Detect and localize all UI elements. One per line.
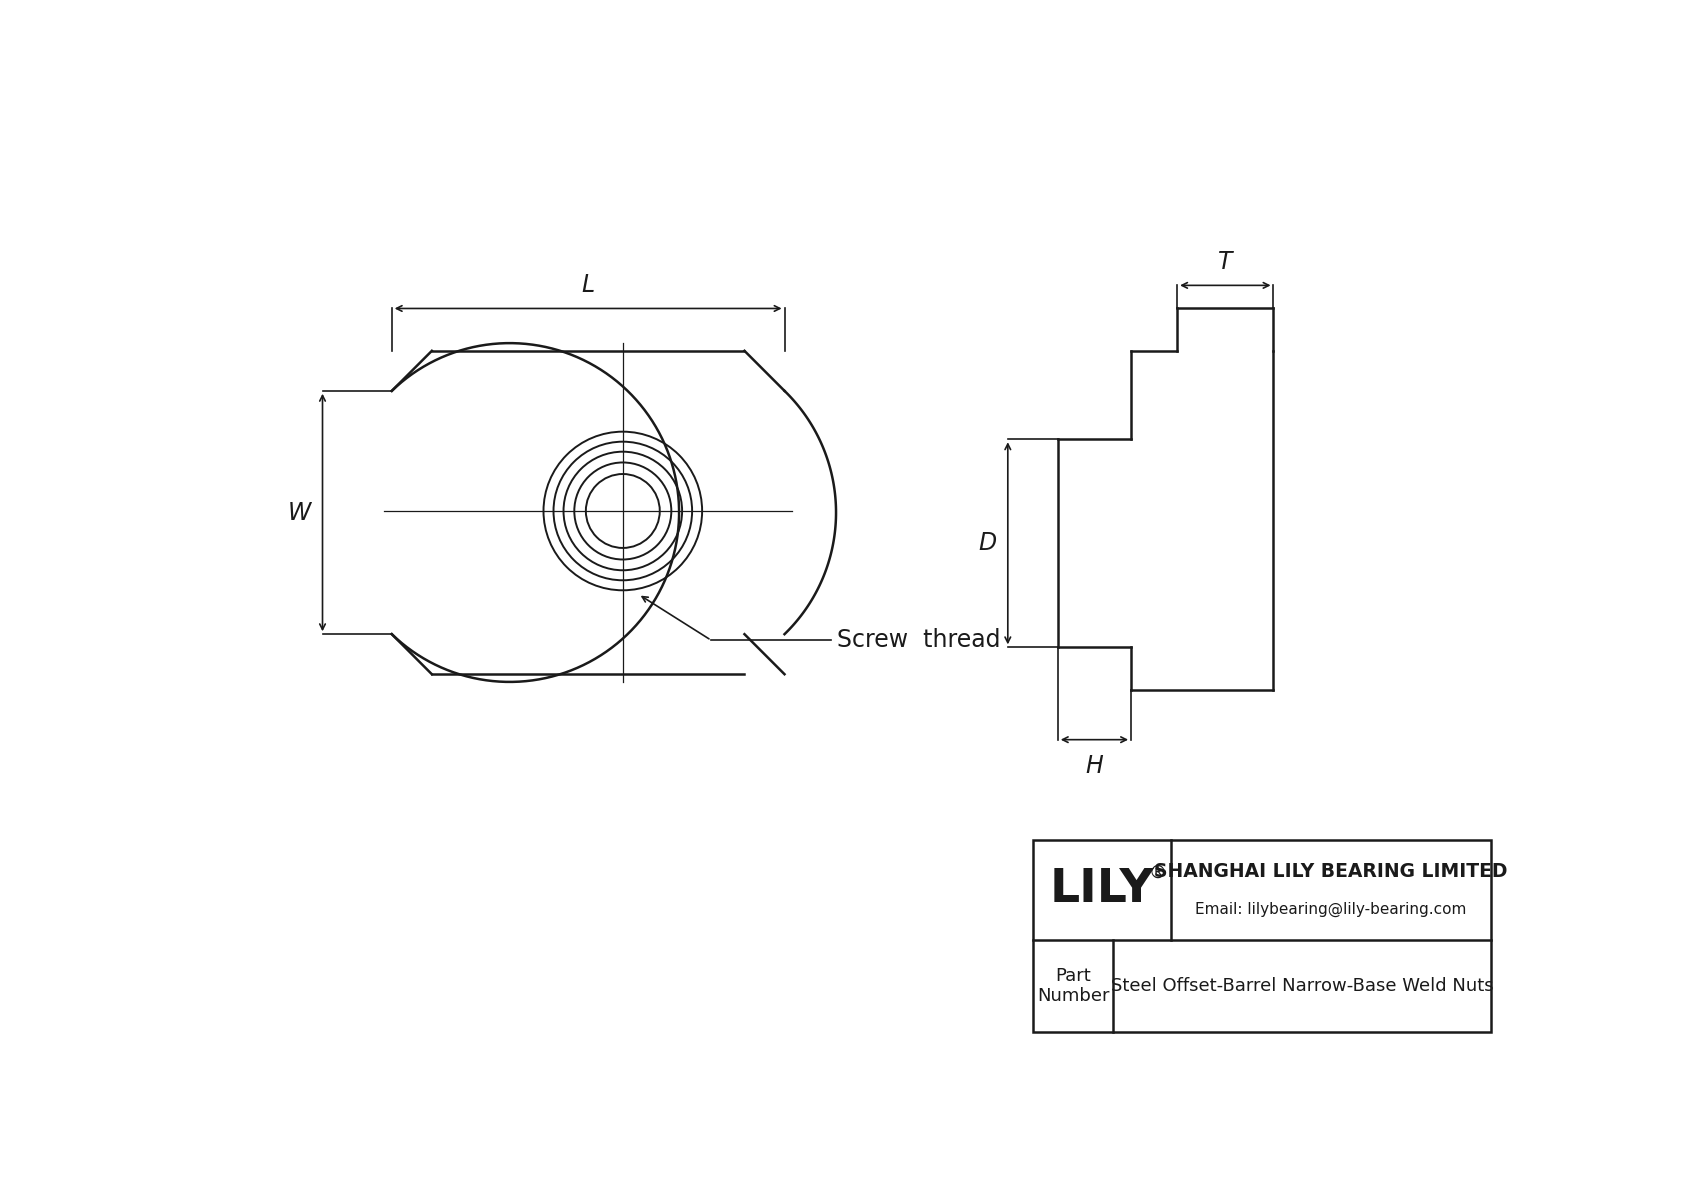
Text: Email: lilybearing@lily-bearing.com: Email: lilybearing@lily-bearing.com — [1196, 903, 1467, 917]
Text: Part
Number: Part Number — [1037, 967, 1110, 1005]
Text: H: H — [1086, 754, 1103, 778]
Text: L: L — [581, 273, 594, 297]
Bar — [1034, 840, 1492, 1033]
Text: Screw  thread: Screw thread — [837, 629, 1000, 653]
Text: LILY: LILY — [1049, 867, 1154, 912]
Text: D: D — [978, 531, 997, 555]
Text: ®: ® — [1148, 863, 1167, 881]
Text: Steel Offset-Barrel Narrow-Base Weld Nuts: Steel Offset-Barrel Narrow-Base Weld Nut… — [1111, 977, 1494, 994]
Text: SHANGHAI LILY BEARING LIMITED: SHANGHAI LILY BEARING LIMITED — [1154, 862, 1507, 881]
Text: W: W — [288, 500, 312, 524]
Text: T: T — [1218, 250, 1233, 274]
